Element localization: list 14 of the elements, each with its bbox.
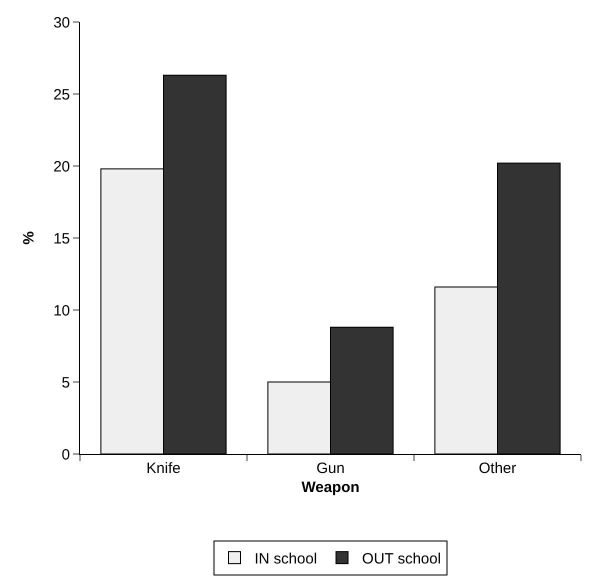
x-tick-label: Other	[478, 460, 516, 477]
y-tick-label: 0	[62, 446, 70, 464]
x-tick-label: Gun	[316, 460, 345, 477]
y-tick-label: 10	[53, 302, 70, 320]
legend-label: OUT school	[362, 550, 441, 568]
y-tick-label: 25	[53, 86, 70, 104]
y-tick-label: 5	[62, 374, 70, 392]
y-tick-label: 30	[53, 14, 70, 32]
y-tick-label: 20	[53, 158, 70, 176]
legend-label: IN school	[254, 550, 318, 568]
y-tick-label: 15	[53, 230, 70, 248]
y-axis-title: %	[20, 231, 38, 245]
x-axis-title: Weapon	[301, 479, 360, 496]
x-tick-label: Knife	[146, 460, 181, 477]
